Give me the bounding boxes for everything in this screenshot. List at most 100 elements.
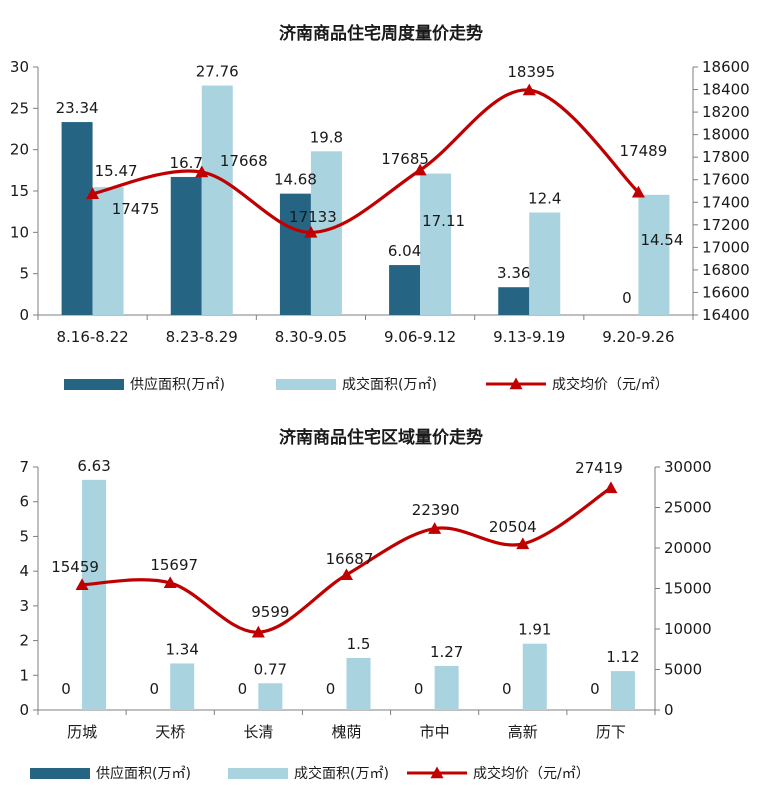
district-deal-area-data-label: 0.77 bbox=[254, 660, 287, 678]
weekly-right-tick-label: 16600 bbox=[702, 283, 750, 301]
district-left-tick-label: 1 bbox=[19, 666, 29, 684]
weekly-right-tick-label: 17000 bbox=[702, 238, 750, 256]
weekly-supply-bar bbox=[498, 287, 530, 315]
weekly-deal-area-data-label: 12.4 bbox=[528, 189, 561, 207]
district-category-label: 槐荫 bbox=[331, 723, 361, 741]
district-price-data-label: 27419 bbox=[575, 459, 623, 477]
weekly-left-tick-label: 30 bbox=[10, 58, 29, 76]
weekly-legend-supply-label: 供应面积(万㎡) bbox=[130, 376, 225, 393]
district-price-data-label: 15697 bbox=[150, 556, 198, 574]
district-legend-deal-area-label: 成交面积(万㎡) bbox=[294, 765, 389, 782]
district-right-tick-label: 20000 bbox=[664, 539, 712, 557]
district-right-tick-label: 25000 bbox=[664, 499, 712, 517]
district-deal-area-data-label: 1.5 bbox=[347, 635, 371, 653]
weekly-deal-area-bar bbox=[201, 85, 233, 315]
weekly-right-tick-label: 17600 bbox=[702, 171, 750, 189]
district-left-tick-label: 4 bbox=[19, 562, 29, 580]
weekly-price-marker bbox=[304, 225, 318, 238]
weekly-chart: 济南商品住宅周度量价走势 0 5 10 15 20 25 30 16400 16600 16800… bbox=[10, 23, 750, 393]
district-supply-data-label: 0 bbox=[61, 680, 71, 698]
weekly-left-tick-label: 10 bbox=[10, 223, 29, 241]
district-right-tick-label: 30000 bbox=[664, 458, 712, 476]
district-category-label: 长清 bbox=[243, 723, 273, 741]
district-deal-area-data-label: 1.27 bbox=[430, 643, 463, 661]
weekly-right-tick-label: 18000 bbox=[702, 126, 750, 144]
weekly-deal-area-data-label: 15.47 bbox=[95, 162, 138, 180]
weekly-deal-area-data-label: 27.76 bbox=[196, 63, 239, 81]
district-price-data-label: 20504 bbox=[489, 518, 537, 536]
weekly-chart-title: 济南商品住宅周度量价走势 bbox=[279, 23, 483, 44]
district-left-tick-label: 7 bbox=[19, 458, 29, 476]
district-price-data-label: 16687 bbox=[326, 550, 374, 568]
weekly-price-data-label: 17489 bbox=[620, 142, 668, 160]
district-right-tick-label: 15000 bbox=[664, 580, 712, 598]
weekly-left-tick-label: 25 bbox=[10, 99, 29, 117]
district-price-marker bbox=[340, 568, 353, 581]
district-legend-price-label: 成交均价（元/㎡） bbox=[473, 765, 590, 782]
district-deal-area-data-label: 6.63 bbox=[77, 457, 110, 475]
weekly-price-data-label: 17475 bbox=[112, 200, 160, 218]
district-deal-area-bar bbox=[170, 663, 195, 710]
district-supply-data-label: 0 bbox=[590, 680, 600, 698]
district-supply-data-label: 0 bbox=[149, 680, 159, 698]
district-right-tick-label: 10000 bbox=[664, 620, 712, 638]
weekly-supply-data-label: 23.34 bbox=[56, 99, 99, 117]
weekly-category-label: 8.30-9.05 bbox=[275, 328, 347, 346]
district-supply-data-label: 0 bbox=[238, 680, 248, 698]
weekly-deal-area-bar bbox=[638, 194, 670, 315]
district-left-tick-label: 6 bbox=[19, 493, 29, 511]
district-category-label: 天桥 bbox=[155, 723, 185, 741]
district-price-data-label: 22390 bbox=[412, 501, 460, 519]
district-price-data-label: 15459 bbox=[51, 558, 99, 576]
district-legend-supply-swatch bbox=[30, 768, 90, 779]
district-deal-area-data-label: 1.91 bbox=[518, 621, 551, 639]
weekly-legend-deal-area-swatch bbox=[276, 379, 336, 390]
district-price-marker bbox=[251, 625, 265, 638]
district-left-tick-label: 0 bbox=[19, 701, 29, 719]
weekly-deal-area-data-label: 19.8 bbox=[310, 128, 343, 146]
weekly-left-tick-label: 5 bbox=[19, 265, 29, 283]
weekly-legend-price-marker bbox=[509, 377, 523, 390]
weekly-price-data-label: 17668 bbox=[220, 152, 268, 170]
weekly-right-tick-label: 16400 bbox=[702, 306, 750, 324]
district-left-tick-label: 3 bbox=[19, 597, 29, 615]
district-left-tick-label: 5 bbox=[19, 527, 29, 545]
weekly-supply-data-label: 0 bbox=[622, 289, 632, 307]
weekly-deal-area-data-label: 14.54 bbox=[640, 231, 683, 249]
weekly-price-marker bbox=[522, 83, 536, 96]
district-right-tick-label: 0 bbox=[664, 701, 674, 719]
district-category-label: 历下 bbox=[596, 723, 626, 741]
district-deal-area-data-label: 1.12 bbox=[606, 648, 639, 666]
weekly-left-tick-label: 15 bbox=[10, 182, 29, 200]
district-price-marker bbox=[75, 578, 89, 590]
weekly-price-marker bbox=[195, 165, 209, 178]
weekly-deal-area-bar bbox=[92, 187, 124, 315]
district-price-marker bbox=[516, 537, 530, 550]
district-supply-data-label: 0 bbox=[326, 680, 336, 698]
weekly-supply-bar bbox=[61, 122, 93, 315]
district-supply-data-label: 0 bbox=[414, 680, 424, 698]
district-supply-data-label: 0 bbox=[502, 680, 512, 698]
weekly-supply-bar bbox=[389, 265, 421, 315]
district-deal-area-data-label: 1.34 bbox=[166, 640, 199, 658]
weekly-right-tick-label: 17400 bbox=[702, 193, 750, 211]
district-deal-area-bar bbox=[434, 665, 459, 710]
weekly-right-tick-label: 17200 bbox=[702, 216, 750, 234]
weekly-deal-area-data-label: 17.11 bbox=[422, 212, 465, 230]
district-deal-area-bar bbox=[346, 657, 371, 710]
weekly-price-marker bbox=[631, 185, 645, 198]
weekly-right-tick-label: 18600 bbox=[702, 58, 750, 76]
weekly-right-tick-label: 17800 bbox=[702, 148, 750, 166]
weekly-deal-area-bar bbox=[420, 173, 452, 315]
weekly-supply-bar bbox=[170, 176, 202, 315]
district-deal-area-bar bbox=[522, 643, 547, 710]
weekly-category-label: 8.23-8.29 bbox=[166, 328, 238, 346]
weekly-price-marker bbox=[413, 163, 427, 176]
district-category-label: 市中 bbox=[420, 723, 450, 741]
district-deal-area-bar bbox=[610, 671, 635, 710]
district-price-marker bbox=[604, 481, 618, 494]
district-price-marker bbox=[163, 576, 177, 589]
weekly-left-tick-label: 20 bbox=[10, 141, 29, 159]
district-legend-price-marker bbox=[430, 766, 444, 779]
